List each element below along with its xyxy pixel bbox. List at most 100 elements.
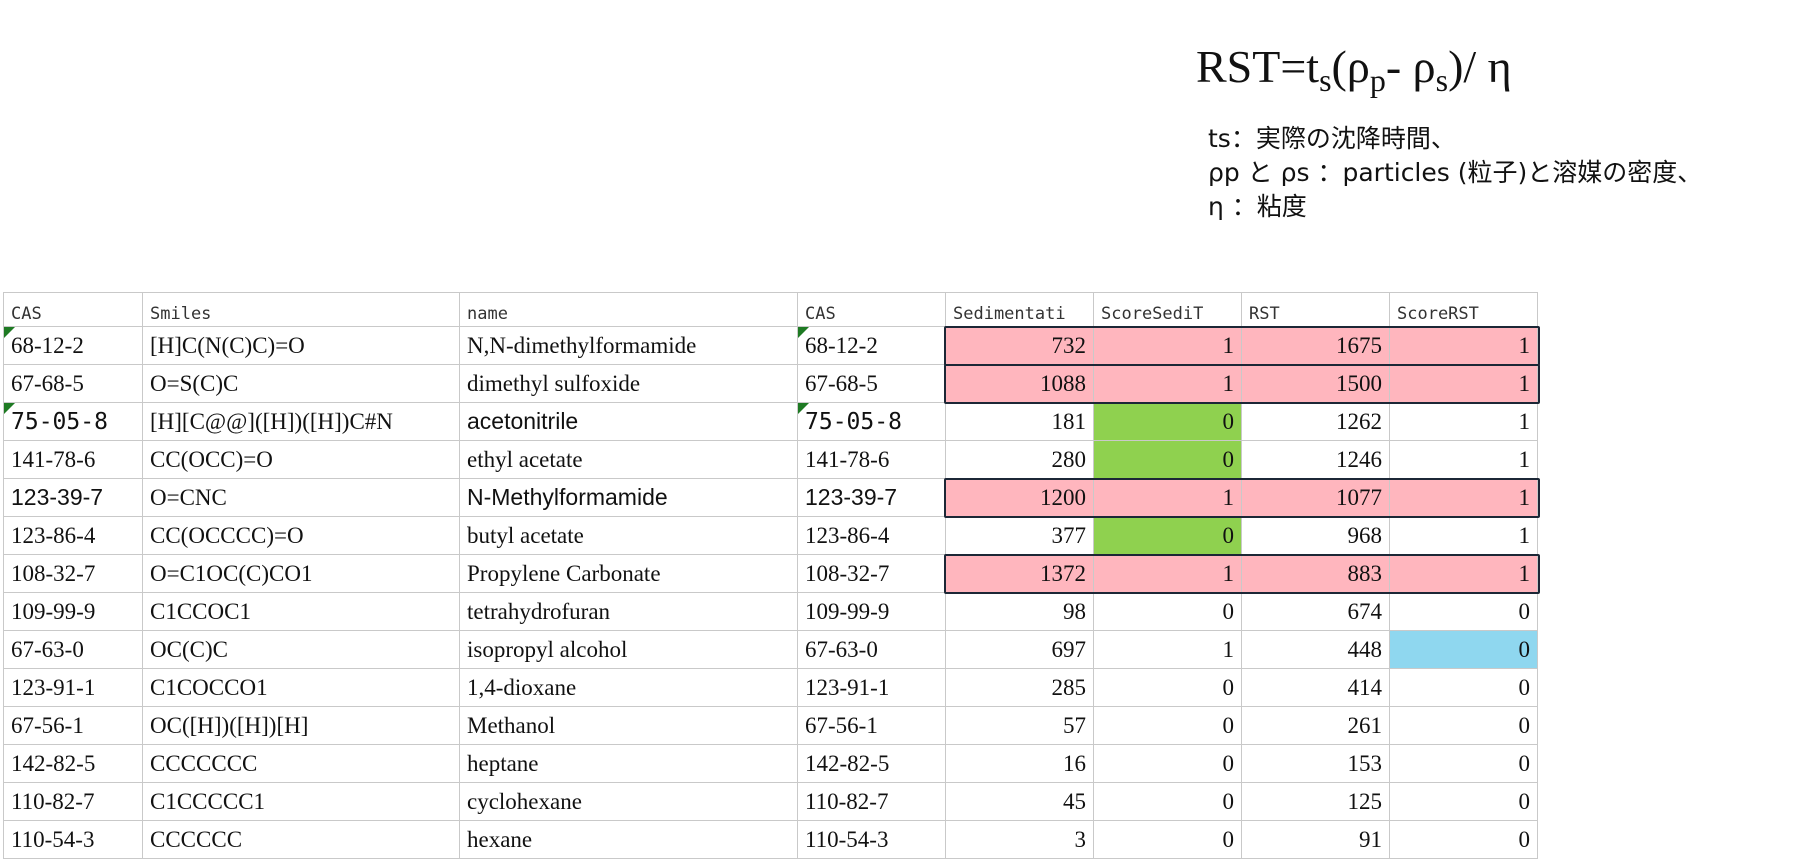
cell-score-rst[interactable]: 1 bbox=[1389, 440, 1538, 479]
cell-score-sedit[interactable]: 0 bbox=[1093, 592, 1242, 631]
cell-sedimentation[interactable]: 732 bbox=[945, 326, 1094, 365]
cell-score-rst[interactable]: 1 bbox=[1389, 364, 1538, 403]
cell-score-sedit[interactable]: 0 bbox=[1093, 516, 1242, 555]
cell-score-rst[interactable]: 0 bbox=[1389, 782, 1538, 821]
cell-cas-2[interactable]: 75-05-8 bbox=[797, 402, 946, 441]
cell-name[interactable]: isopropyl alcohol bbox=[459, 630, 798, 669]
cell-name[interactable]: cyclohexane bbox=[459, 782, 798, 821]
cell-smiles[interactable]: [H][C@@]([H])([H])C#N bbox=[142, 402, 460, 441]
cell-score-sedit[interactable]: 0 bbox=[1093, 402, 1242, 441]
cell-cas[interactable]: 67-63-0 bbox=[3, 630, 143, 669]
header-score-sedit[interactable]: ScoreSediT bbox=[1093, 292, 1242, 327]
cell-name[interactable]: heptane bbox=[459, 744, 798, 783]
cell-sedimentation[interactable]: 3 bbox=[945, 820, 1094, 859]
cell-cas[interactable]: 123-91-1 bbox=[3, 668, 143, 707]
cell-score-sedit[interactable]: 0 bbox=[1093, 820, 1242, 859]
cell-cas-2[interactable]: 123-91-1 bbox=[797, 668, 946, 707]
cell-score-sedit[interactable]: 0 bbox=[1093, 706, 1242, 745]
cell-score-sedit[interactable]: 0 bbox=[1093, 440, 1242, 479]
cell-name[interactable]: 1,4-dioxane bbox=[459, 668, 798, 707]
cell-name[interactable]: Propylene Carbonate bbox=[459, 554, 798, 593]
cell-smiles[interactable]: C1CCOC1 bbox=[142, 592, 460, 631]
header-cas-2[interactable]: CAS bbox=[797, 292, 946, 327]
cell-name[interactable]: Methanol bbox=[459, 706, 798, 745]
cell-rst[interactable]: 153 bbox=[1241, 744, 1390, 783]
cell-cas[interactable]: 108-32-7 bbox=[3, 554, 143, 593]
cell-smiles[interactable]: OC(C)C bbox=[142, 630, 460, 669]
cell-name[interactable]: N,N-dimethylformamide bbox=[459, 326, 798, 365]
cell-smiles[interactable]: O=C1OC(C)CO1 bbox=[142, 554, 460, 593]
cell-rst[interactable]: 1262 bbox=[1241, 402, 1390, 441]
cell-score-rst[interactable]: 0 bbox=[1389, 706, 1538, 745]
cell-sedimentation[interactable]: 697 bbox=[945, 630, 1094, 669]
cell-cas-2[interactable]: 68-12-2 bbox=[797, 326, 946, 365]
cell-rst[interactable]: 968 bbox=[1241, 516, 1390, 555]
cell-name[interactable]: N-Methylformamide bbox=[459, 478, 798, 517]
cell-smiles[interactable]: CC(OCC)=O bbox=[142, 440, 460, 479]
cell-cas[interactable]: 123-86-4 bbox=[3, 516, 143, 555]
cell-score-sedit[interactable]: 0 bbox=[1093, 782, 1242, 821]
cell-score-sedit[interactable]: 0 bbox=[1093, 668, 1242, 707]
cell-sedimentation[interactable]: 181 bbox=[945, 402, 1094, 441]
cell-name[interactable]: hexane bbox=[459, 820, 798, 859]
header-rst[interactable]: RST bbox=[1241, 292, 1390, 327]
header-cas[interactable]: CAS bbox=[3, 292, 143, 327]
cell-sedimentation[interactable]: 285 bbox=[945, 668, 1094, 707]
cell-name[interactable]: butyl acetate bbox=[459, 516, 798, 555]
cell-rst[interactable]: 1246 bbox=[1241, 440, 1390, 479]
cell-rst[interactable]: 414 bbox=[1241, 668, 1390, 707]
header-sedimentation[interactable]: Sedimentati bbox=[945, 292, 1094, 327]
cell-smiles[interactable]: O=S(C)C bbox=[142, 364, 460, 403]
cell-rst[interactable]: 674 bbox=[1241, 592, 1390, 631]
cell-smiles[interactable]: OC([H])([H])[H] bbox=[142, 706, 460, 745]
cell-score-sedit[interactable]: 1 bbox=[1093, 630, 1242, 669]
cell-smiles[interactable]: O=CNC bbox=[142, 478, 460, 517]
cell-score-sedit[interactable]: 1 bbox=[1093, 364, 1242, 403]
cell-sedimentation[interactable]: 98 bbox=[945, 592, 1094, 631]
cell-sedimentation[interactable]: 1200 bbox=[945, 478, 1094, 517]
cell-cas-2[interactable]: 109-99-9 bbox=[797, 592, 946, 631]
cell-smiles[interactable]: [H]C(N(C)C)=O bbox=[142, 326, 460, 365]
cell-rst[interactable]: 261 bbox=[1241, 706, 1390, 745]
header-score-rst[interactable]: ScoreRST bbox=[1389, 292, 1538, 327]
cell-name[interactable]: dimethyl sulfoxide bbox=[459, 364, 798, 403]
cell-rst[interactable]: 1077 bbox=[1241, 478, 1390, 517]
cell-smiles[interactable]: CCCCCCC bbox=[142, 744, 460, 783]
cell-cas[interactable]: 75-05-8 bbox=[3, 402, 143, 441]
cell-cas[interactable]: 110-54-3 bbox=[3, 820, 143, 859]
cell-cas-2[interactable]: 67-63-0 bbox=[797, 630, 946, 669]
cell-cas[interactable]: 142-82-5 bbox=[3, 744, 143, 783]
cell-cas[interactable]: 110-82-7 bbox=[3, 782, 143, 821]
cell-cas-2[interactable]: 141-78-6 bbox=[797, 440, 946, 479]
cell-score-rst[interactable]: 1 bbox=[1389, 402, 1538, 441]
cell-score-rst[interactable]: 0 bbox=[1389, 630, 1538, 669]
cell-cas-2[interactable]: 110-54-3 bbox=[797, 820, 946, 859]
cell-score-rst[interactable]: 0 bbox=[1389, 668, 1538, 707]
cell-score-rst[interactable]: 1 bbox=[1389, 478, 1538, 517]
cell-name[interactable]: ethyl acetate bbox=[459, 440, 798, 479]
header-smiles[interactable]: Smiles bbox=[142, 292, 460, 327]
cell-rst[interactable]: 883 bbox=[1241, 554, 1390, 593]
cell-rst[interactable]: 125 bbox=[1241, 782, 1390, 821]
cell-sedimentation[interactable]: 377 bbox=[945, 516, 1094, 555]
cell-sedimentation[interactable]: 57 bbox=[945, 706, 1094, 745]
cell-cas-2[interactable]: 123-86-4 bbox=[797, 516, 946, 555]
cell-sedimentation[interactable]: 1088 bbox=[945, 364, 1094, 403]
cell-cas[interactable]: 67-68-5 bbox=[3, 364, 143, 403]
cell-cas[interactable]: 68-12-2 bbox=[3, 326, 143, 365]
cell-cas-2[interactable]: 108-32-7 bbox=[797, 554, 946, 593]
cell-cas[interactable]: 67-56-1 bbox=[3, 706, 143, 745]
cell-sedimentation[interactable]: 45 bbox=[945, 782, 1094, 821]
cell-score-rst[interactable]: 1 bbox=[1389, 516, 1538, 555]
cell-name[interactable]: tetrahydrofuran bbox=[459, 592, 798, 631]
cell-score-rst[interactable]: 1 bbox=[1389, 326, 1538, 365]
cell-smiles[interactable]: C1COCCO1 bbox=[142, 668, 460, 707]
cell-score-rst[interactable]: 0 bbox=[1389, 592, 1538, 631]
cell-score-sedit[interactable]: 0 bbox=[1093, 744, 1242, 783]
cell-cas[interactable]: 109-99-9 bbox=[3, 592, 143, 631]
cell-name[interactable]: acetonitrile bbox=[459, 402, 798, 441]
cell-cas[interactable]: 141-78-6 bbox=[3, 440, 143, 479]
cell-score-rst[interactable]: 1 bbox=[1389, 554, 1538, 593]
cell-sedimentation[interactable]: 280 bbox=[945, 440, 1094, 479]
cell-cas-2[interactable]: 67-68-5 bbox=[797, 364, 946, 403]
